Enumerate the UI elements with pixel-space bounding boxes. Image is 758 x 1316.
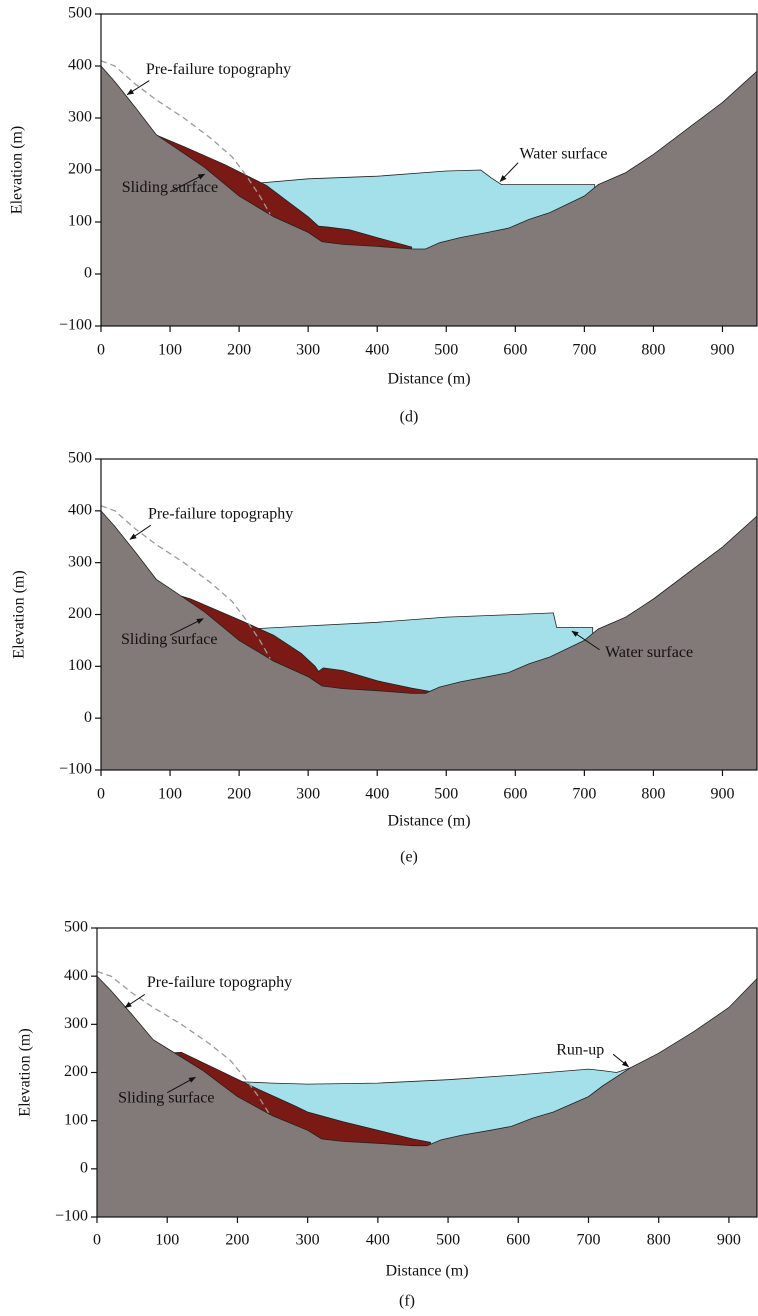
x-tick-label: 800 xyxy=(641,786,665,803)
y-tick-label: 200 xyxy=(68,161,92,178)
annotation: Sliding surface xyxy=(121,631,217,648)
x-tick-label: 0 xyxy=(97,342,105,359)
annotation: Sliding surface xyxy=(118,1090,214,1107)
profile-area xyxy=(101,65,757,326)
panel-caption: (e) xyxy=(400,849,418,866)
x-tick-label: 900 xyxy=(717,1232,741,1249)
x-tick-label: 300 xyxy=(296,786,320,803)
x-tick-label: 200 xyxy=(225,1232,249,1249)
x-tick-label: 500 xyxy=(434,342,458,359)
annotation: Water surface xyxy=(519,146,607,163)
y-tick-label: 0 xyxy=(84,265,92,282)
x-tick-label: 800 xyxy=(641,342,665,359)
profile-line xyxy=(97,970,270,1114)
x-tick-label: 300 xyxy=(296,342,320,359)
x-tick-label: 400 xyxy=(365,786,389,803)
y-tick-label: 400 xyxy=(64,967,88,984)
annotation: Pre-failure topography xyxy=(148,506,293,523)
x-tick-label: 500 xyxy=(436,1232,460,1249)
x-axis-label: Distance (m) xyxy=(385,1263,468,1280)
x-axis-label: Distance (m) xyxy=(387,813,470,830)
annotation-arrow xyxy=(499,162,519,182)
annotation-arrow xyxy=(612,1053,630,1068)
x-axis-label: Distance (m) xyxy=(387,371,470,388)
annotation: Sliding surface xyxy=(122,179,218,196)
annotation-arrow xyxy=(169,173,206,193)
panel-caption: (f) xyxy=(399,1293,415,1310)
x-tick-label: 300 xyxy=(296,1232,320,1249)
x-tick-label: 200 xyxy=(227,342,251,359)
y-axis-label: Elevation (m) xyxy=(9,126,26,214)
annotation: Water surface xyxy=(605,644,693,661)
x-tick-label: 700 xyxy=(576,1232,600,1249)
x-tick-label: 100 xyxy=(158,342,182,359)
y-tick-label: 500 xyxy=(68,450,92,467)
x-tick-label: 200 xyxy=(227,786,251,803)
y-axis-label: Elevation (m) xyxy=(11,570,28,658)
panel-caption: (d) xyxy=(400,409,419,426)
y-tick-label: 100 xyxy=(64,1111,88,1128)
x-tick-label: 700 xyxy=(572,786,596,803)
y-tick-label: −100 xyxy=(55,1208,88,1225)
profile-area xyxy=(101,510,757,770)
y-tick-label: 300 xyxy=(64,1015,88,1032)
annotation-arrow xyxy=(126,80,150,96)
plot-area xyxy=(101,505,757,770)
y-tick-label: 100 xyxy=(68,213,92,230)
x-tick-label: 900 xyxy=(710,342,734,359)
x-tick-label: 500 xyxy=(434,786,458,803)
x-tick-label: 800 xyxy=(647,1232,671,1249)
x-tick-label: 600 xyxy=(506,1232,530,1249)
x-tick-label: 600 xyxy=(503,342,527,359)
y-tick-label: 300 xyxy=(68,553,92,570)
annotation-arrow xyxy=(169,618,204,636)
profile-area xyxy=(97,975,757,1217)
y-tick-label: 500 xyxy=(64,919,88,936)
x-tick-label: 0 xyxy=(97,786,105,803)
y-tick-label: 400 xyxy=(68,502,92,519)
x-tick-label: 400 xyxy=(366,1232,390,1249)
annotation-arrow xyxy=(129,524,151,540)
plot-area xyxy=(101,60,757,326)
y-tick-label: 500 xyxy=(68,5,92,22)
y-tick-label: −100 xyxy=(59,761,92,778)
y-tick-label: 100 xyxy=(68,657,92,674)
y-tick-label: −100 xyxy=(59,317,92,334)
annotation-arrow xyxy=(124,994,146,1008)
y-tick-label: 300 xyxy=(68,109,92,126)
x-tick-label: 400 xyxy=(365,342,389,359)
annotation-arrow xyxy=(166,1076,196,1094)
x-tick-label: 100 xyxy=(155,1232,179,1249)
annotation: Pre-failure topography xyxy=(147,974,292,991)
panel: −100 0 100 200 300 400 500 0 100 200 300 400 500 600 7… xyxy=(9,5,758,426)
annotation: Run-up xyxy=(556,1041,604,1058)
annotation: Pre-failure topography xyxy=(146,61,291,78)
x-tick-label: 900 xyxy=(710,786,734,803)
y-axis-label: Elevation (m) xyxy=(17,1028,34,1116)
plot-area xyxy=(97,970,757,1217)
x-tick-label: 700 xyxy=(572,342,596,359)
y-tick-label: 400 xyxy=(68,57,92,74)
y-tick-label: 0 xyxy=(80,1160,88,1177)
y-tick-label: 200 xyxy=(68,605,92,622)
y-tick-label: 200 xyxy=(64,1063,88,1080)
x-tick-label: 100 xyxy=(158,786,182,803)
x-tick-label: 600 xyxy=(503,786,527,803)
y-tick-label: 0 xyxy=(84,709,92,726)
panel: −100 0 100 200 300 400 500 0 100 200 300 400 500 600 7… xyxy=(17,919,758,1310)
x-tick-label: 0 xyxy=(93,1232,101,1249)
panel: −100 0 100 200 300 400 500 0 100 200 300 400 500 600 7… xyxy=(11,450,758,866)
annotation-arrow xyxy=(571,630,600,651)
